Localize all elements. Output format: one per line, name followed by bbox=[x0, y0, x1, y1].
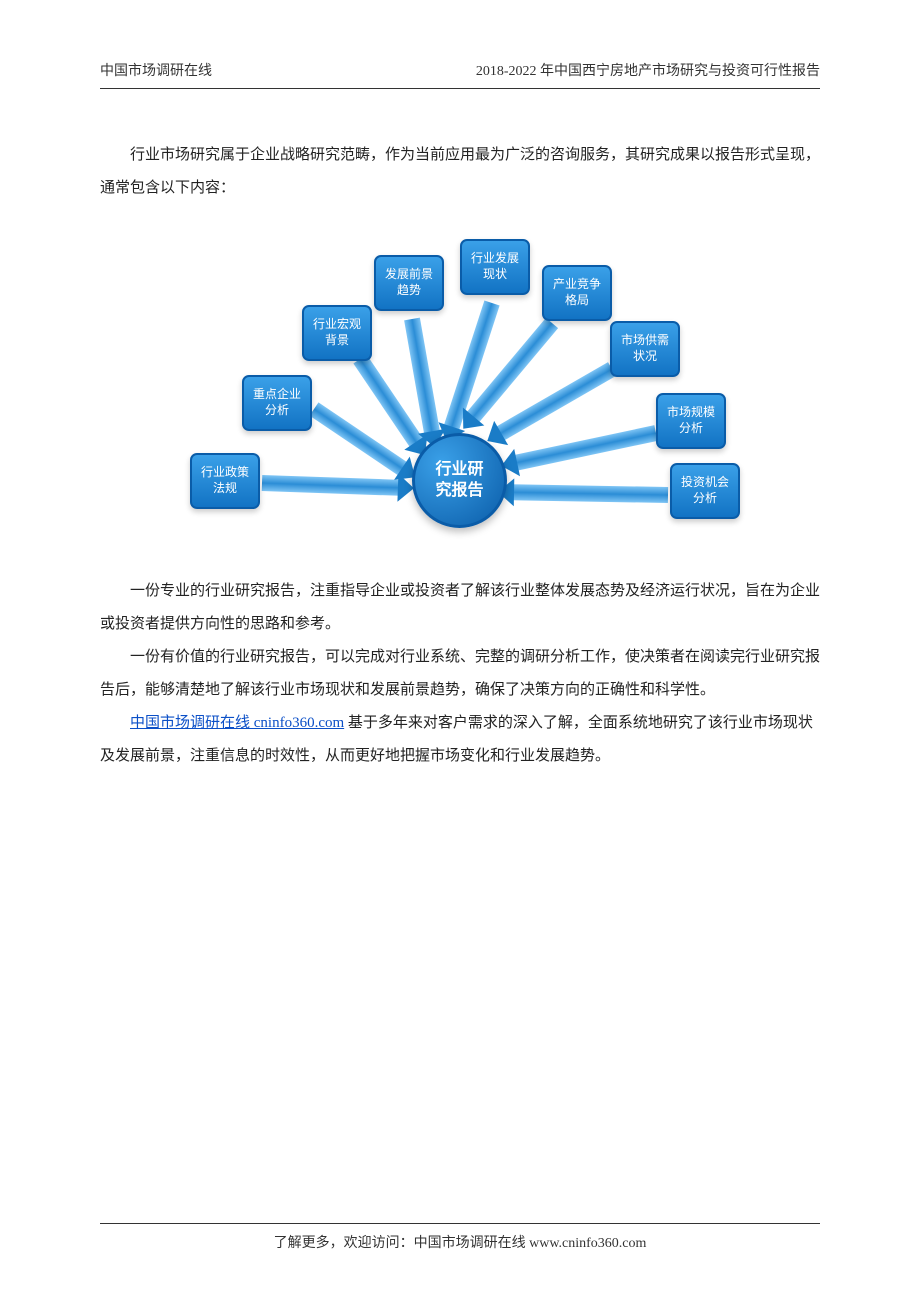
footer-text: 了解更多，欢迎访问：中国市场调研在线 www.cninfo360.com bbox=[274, 1236, 647, 1251]
diagram-node: 产业竞争 格局 bbox=[542, 265, 612, 321]
page-footer: 了解更多，欢迎访问：中国市场调研在线 www.cninfo360.com bbox=[100, 1223, 820, 1252]
paragraph-1: 一份专业的行业研究报告，注重指导企业或投资者了解该行业整体发展态势及经济运行状况… bbox=[100, 575, 820, 641]
diagram-arrow bbox=[262, 475, 400, 496]
diagram-arrow bbox=[512, 484, 668, 503]
intro-paragraph: 行业市场研究属于企业战略研究范畴，作为当前应用最为广泛的咨询服务，其研究成果以报… bbox=[100, 139, 820, 205]
diagram-node: 行业政策 法规 bbox=[190, 453, 260, 509]
diagram-arrow bbox=[513, 425, 657, 471]
diagram-node: 行业宏观 背景 bbox=[302, 305, 372, 361]
diagram-arrow bbox=[466, 318, 558, 423]
diagram-node: 发展前景 趋势 bbox=[374, 255, 444, 311]
diagram-arrow bbox=[444, 301, 500, 431]
diagram-node: 投资机会 分析 bbox=[670, 463, 740, 519]
diagram-center: 行业研 究报告 bbox=[412, 433, 507, 528]
paragraph-3: 中国市场调研在线 cninfo360.com 基于多年来对客户需求的深入了解，全… bbox=[100, 707, 820, 773]
diagram-arrow bbox=[404, 318, 440, 435]
document-page: 中国市场调研在线 2018-2022 年中国西宁房地产市场研究与投资可行性报告 … bbox=[0, 0, 920, 1302]
diagram-arrow bbox=[353, 355, 423, 449]
diagram-node: 市场规模 分析 bbox=[656, 393, 726, 449]
page-header: 中国市场调研在线 2018-2022 年中国西宁房地产市场研究与投资可行性报告 bbox=[100, 60, 820, 89]
diagram-node: 重点企业 分析 bbox=[242, 375, 312, 431]
header-right: 2018-2022 年中国西宁房地产市场研究与投资可行性报告 bbox=[476, 60, 820, 80]
paragraph-2: 一份有价值的行业研究报告，可以完成对行业系统、完整的调研分析工作，使决策者在阅读… bbox=[100, 641, 820, 707]
diagram-node: 市场供需 状况 bbox=[610, 321, 680, 377]
header-left: 中国市场调研在线 bbox=[100, 60, 212, 80]
radial-diagram: 行业研 究报告 行业政策 法规 重点企业 分析 行业宏观 背景发展前景 趋势行业发展 … bbox=[180, 235, 740, 545]
diagram-node: 行业发展 现状 bbox=[460, 239, 530, 295]
diagram-arrow bbox=[310, 402, 408, 476]
diagram-arrow bbox=[495, 362, 616, 441]
source-link[interactable]: 中国市场调研在线 cninfo360.com bbox=[130, 715, 344, 731]
